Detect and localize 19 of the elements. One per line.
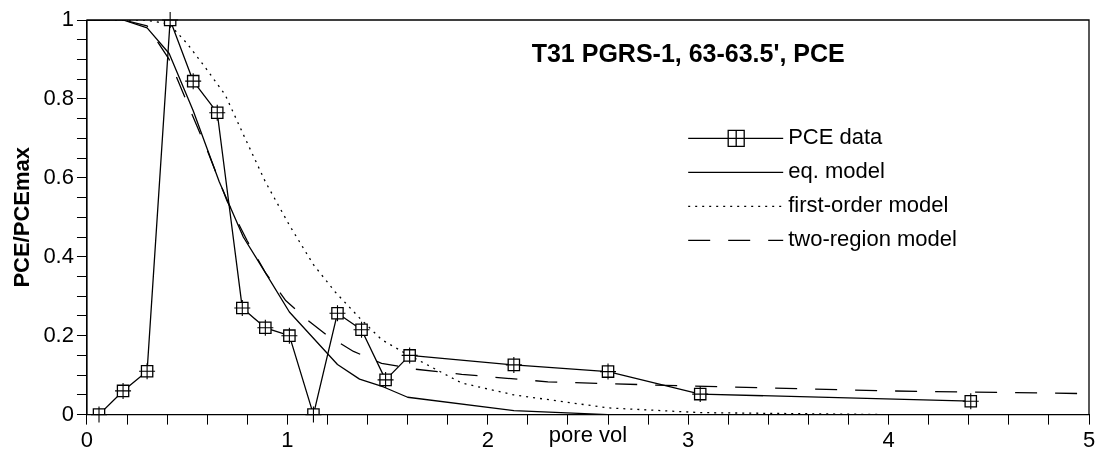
y-tick-label: 0	[61, 400, 74, 426]
legend-label: eq. model	[788, 158, 885, 184]
y-tick-label: 0.2	[43, 321, 74, 347]
y-tick-label: 0.4	[43, 242, 74, 268]
x-tick-label: 0	[80, 426, 94, 452]
x-tick-label: 5	[1082, 426, 1096, 452]
x-axis-title: pore vol	[548, 421, 628, 447]
y-axis-title: PCE/PCEmax	[9, 146, 35, 288]
x-tick-label: 4	[882, 426, 895, 452]
legend-label: first-order model	[788, 192, 949, 218]
y-tick-label: 0.8	[43, 84, 74, 110]
y-tick-label: 0.6	[43, 163, 74, 189]
legend-label: PCE data	[788, 124, 884, 150]
x-tick-label: 1	[281, 426, 294, 452]
legend-label: two-region model	[788, 226, 957, 252]
y-tick-label: 1	[61, 6, 74, 32]
x-tick-label: 2	[481, 426, 494, 452]
text: T31 PGRS-1, 63-63.5', PCE	[531, 38, 845, 67]
x-tick-label: 3	[682, 426, 695, 452]
